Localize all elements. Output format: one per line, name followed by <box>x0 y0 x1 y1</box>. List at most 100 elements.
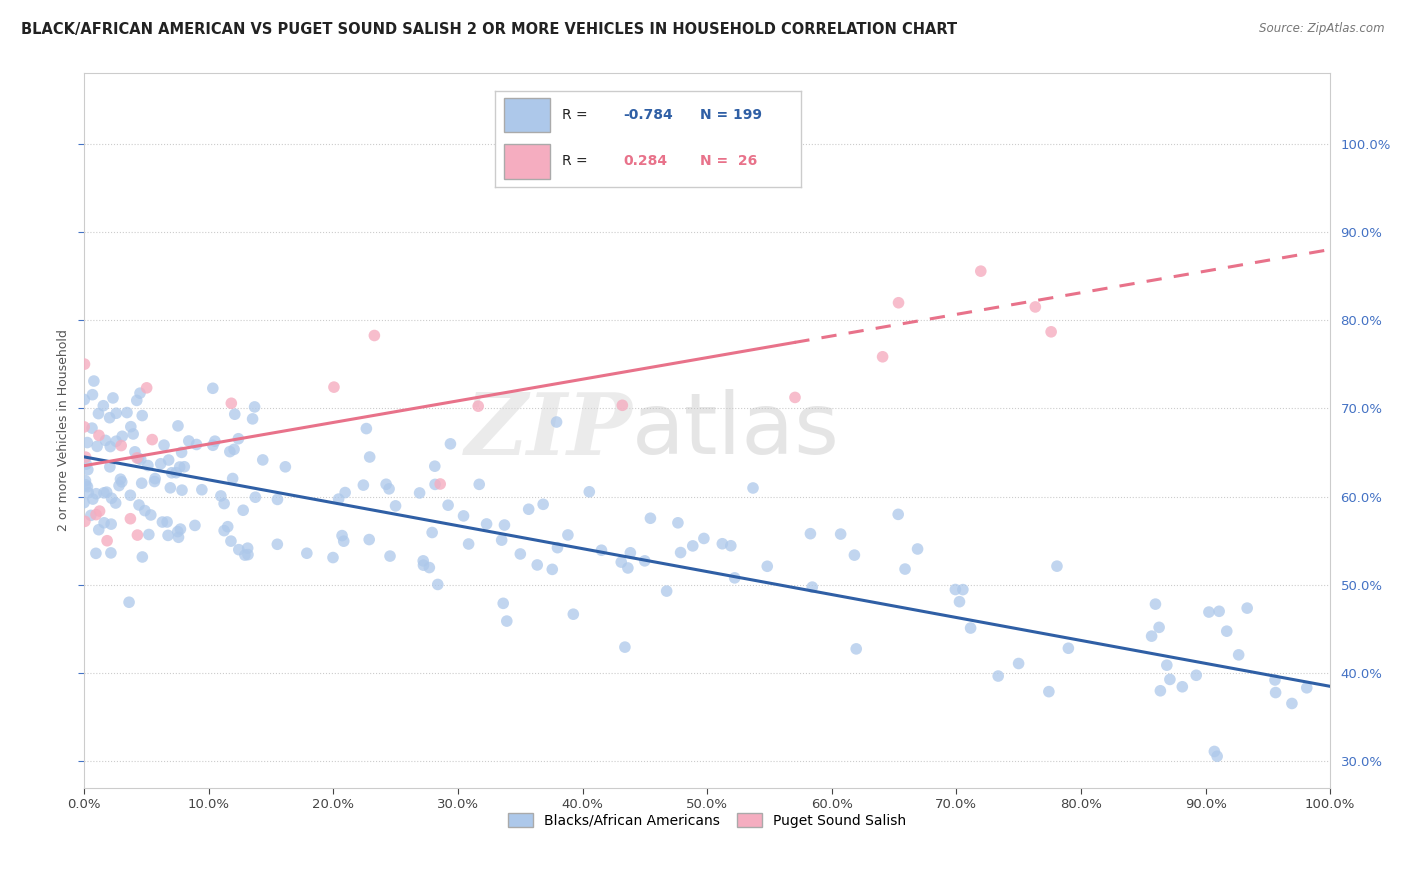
Point <box>332 534 354 549</box>
Point <box>970 264 993 278</box>
Point <box>1024 300 1046 314</box>
Point <box>236 541 259 556</box>
Point <box>134 503 156 517</box>
Point <box>453 508 475 523</box>
Point <box>120 512 142 526</box>
Point <box>509 547 531 561</box>
Point <box>274 459 297 474</box>
Point <box>233 548 256 562</box>
Point <box>943 582 966 597</box>
Point <box>101 391 124 405</box>
Point <box>266 492 288 507</box>
Point <box>73 392 96 407</box>
Point <box>437 498 460 512</box>
Point <box>1149 683 1171 698</box>
Point <box>120 419 142 434</box>
Point <box>108 478 131 492</box>
Point <box>212 497 235 511</box>
Point <box>232 503 254 517</box>
Point <box>98 440 121 454</box>
Point <box>143 472 166 486</box>
Point <box>562 607 585 622</box>
Point <box>73 514 96 528</box>
Point <box>1057 641 1080 656</box>
Point <box>125 393 148 408</box>
Point <box>159 481 181 495</box>
Point <box>156 515 179 529</box>
Point <box>1264 685 1286 699</box>
Point <box>669 545 692 559</box>
Point <box>266 537 288 551</box>
Point <box>1281 697 1303 711</box>
Point <box>157 453 180 467</box>
Point <box>429 477 451 491</box>
Point <box>141 433 163 447</box>
Point <box>91 399 114 413</box>
Point <box>844 548 866 562</box>
Point <box>1295 681 1317 695</box>
Point <box>359 450 381 464</box>
Point <box>111 429 134 443</box>
Point <box>80 508 103 523</box>
Point <box>77 485 100 500</box>
Point <box>420 525 443 540</box>
Point <box>634 554 657 568</box>
Point <box>612 398 634 412</box>
Point <box>375 477 398 491</box>
Point <box>149 457 172 471</box>
Point <box>640 511 662 525</box>
Point <box>98 459 121 474</box>
Point <box>1206 749 1229 764</box>
Point <box>169 460 191 475</box>
Point <box>131 549 153 564</box>
Text: BLACK/AFRICAN AMERICAN VS PUGET SOUND SALISH 2 OR MORE VEHICLES IN HOUSEHOLD COR: BLACK/AFRICAN AMERICAN VS PUGET SOUND SA… <box>21 22 957 37</box>
Point <box>693 532 716 546</box>
Point <box>457 537 479 551</box>
Point <box>100 491 122 506</box>
Point <box>526 558 548 572</box>
Point <box>468 477 491 491</box>
Point <box>557 528 579 542</box>
Point <box>153 438 176 452</box>
Point <box>1236 601 1258 615</box>
Point <box>221 396 243 410</box>
Point <box>356 421 378 435</box>
Point <box>73 420 96 434</box>
Point <box>93 486 115 500</box>
Point <box>242 412 264 426</box>
Point <box>1140 629 1163 643</box>
Point <box>475 516 498 531</box>
Point <box>1156 658 1178 673</box>
Point <box>423 477 446 491</box>
Point <box>236 548 259 562</box>
Point <box>720 539 742 553</box>
Point <box>959 621 981 635</box>
Point <box>110 472 132 486</box>
Point <box>245 490 267 504</box>
Point <box>801 580 824 594</box>
Point <box>492 596 515 610</box>
Point <box>1046 559 1069 574</box>
Point <box>243 400 266 414</box>
Point <box>1198 605 1220 619</box>
Point <box>1171 680 1194 694</box>
Point <box>201 381 224 395</box>
Point <box>100 546 122 560</box>
Point <box>165 466 187 480</box>
Point <box>82 387 104 401</box>
Point <box>167 418 190 433</box>
Y-axis label: 2 or more Vehicles in Household: 2 or more Vehicles in Household <box>58 329 70 532</box>
Point <box>1216 624 1239 639</box>
Point <box>1147 620 1170 634</box>
Point <box>610 555 633 569</box>
Point <box>131 409 153 423</box>
Point <box>98 410 121 425</box>
Point <box>83 374 105 388</box>
Point <box>191 483 214 497</box>
Point <box>75 478 97 492</box>
Point <box>115 406 138 420</box>
Point <box>131 476 153 491</box>
Point <box>75 450 97 464</box>
Point <box>295 546 318 560</box>
Point <box>87 523 110 537</box>
